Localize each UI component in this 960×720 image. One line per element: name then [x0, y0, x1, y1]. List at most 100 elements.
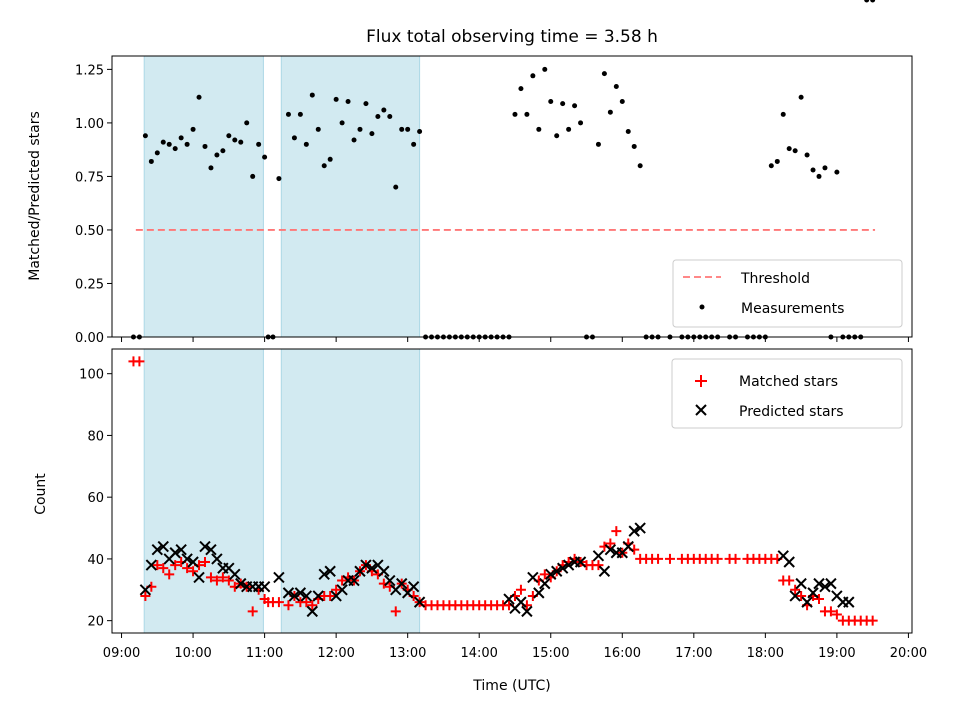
predicted-star-point — [783, 556, 795, 568]
matched-star-point — [515, 584, 526, 595]
measurement-point — [798, 94, 804, 100]
measurement-point — [578, 120, 584, 126]
matched-star-point — [283, 600, 294, 611]
top-y-tick-label: 0.25 — [75, 277, 104, 292]
top-shaded-intervals — [143, 55, 421, 338]
matched-star-point — [825, 606, 836, 617]
predicted-star-point — [282, 587, 295, 599]
bottom-x-tick-label: 19:00 — [818, 646, 855, 661]
predicted-star-point — [211, 553, 223, 565]
predicted-star-point — [273, 571, 285, 584]
measurement-point — [375, 113, 381, 119]
measurement-point — [816, 173, 822, 179]
bottom-y-ticks: 20 40 60 80 100 — [79, 368, 112, 630]
matched-star-point — [247, 606, 258, 617]
bottom-legend: Matched stars Predicted stars — [671, 358, 903, 429]
matched-star-point — [539, 569, 550, 580]
matched-star-point — [325, 590, 336, 601]
bottom-x-tick-label: 17:00 — [675, 646, 712, 661]
measurement-point — [381, 107, 387, 113]
matched-star-point — [653, 553, 664, 564]
bottom-x-ticks: 09:00 10:00 11:00 12:00 13:00 14:00 15:00 16:00… — [103, 633, 927, 661]
predicted-star-point — [318, 568, 330, 581]
predicted-star-point — [807, 587, 819, 599]
predicted-star-point — [312, 590, 324, 602]
measurement-point — [208, 165, 214, 171]
measurement-point — [512, 111, 518, 117]
bottom-x-tick-label: 14:00 — [460, 646, 497, 661]
legend-matched-label: Matched stars — [739, 374, 838, 390]
bottom-shaded-intervals — [143, 348, 421, 634]
predicted-star-point — [628, 525, 640, 537]
predicted-star-point — [795, 577, 807, 590]
measurement-point — [226, 133, 232, 139]
measurement-point — [613, 84, 619, 90]
measurement-point — [357, 126, 363, 132]
bottom-y-tick-label: 40 — [87, 553, 104, 568]
matched-star-point — [158, 563, 169, 574]
bottom-x-axis-label: Time (UTC) — [472, 678, 550, 694]
measurement-point — [619, 98, 625, 104]
measurement-point — [184, 141, 190, 147]
bottom-axes-frame — [111, 348, 913, 634]
legend-measurements-swatch — [699, 304, 705, 310]
predicted-star-point — [288, 590, 301, 602]
matched-star-point — [814, 594, 825, 605]
legend-predicted-swatch — [695, 404, 707, 416]
measurement-point — [190, 126, 196, 132]
bottom-y-tick-label: 80 — [87, 429, 104, 444]
measurement-point — [244, 120, 250, 126]
measurement-point — [250, 173, 256, 179]
measurement-point — [536, 126, 542, 132]
matched-star-point — [301, 597, 312, 608]
measurement-point — [291, 135, 297, 141]
measurement-point — [411, 141, 417, 147]
top-y-tick-label: 0.75 — [75, 170, 104, 185]
predicted-star-point — [521, 605, 533, 618]
predicted-star-point — [378, 565, 390, 577]
matched-star-point — [390, 606, 401, 617]
measurement-point — [780, 111, 786, 117]
matched-star-point — [790, 584, 801, 595]
measurement-point — [160, 139, 166, 145]
top-legend-box — [672, 259, 903, 328]
measurement-point — [601, 71, 607, 77]
predicted-star-point — [407, 580, 420, 593]
predicted-star-point — [139, 584, 152, 596]
predicted-star-point — [384, 574, 396, 587]
predicted-star-point — [551, 565, 563, 577]
measurement-point — [321, 163, 327, 169]
matched-star-point — [211, 575, 222, 586]
predicted-star-point — [348, 574, 360, 587]
matched-star-point — [307, 600, 318, 611]
bottom-x-tick-label: 18:00 — [747, 646, 784, 661]
predicted-star-point — [556, 562, 569, 574]
measurement-point — [554, 133, 560, 139]
measurement-point — [399, 126, 405, 132]
measurement-point — [834, 169, 840, 175]
predicted-star-point — [235, 577, 247, 590]
measurement-point — [309, 92, 315, 98]
predicted-star-point — [175, 543, 187, 556]
measurement-point — [256, 141, 262, 147]
measurement-point — [154, 150, 160, 156]
predicted-star-point — [813, 577, 825, 590]
predicted-star-point — [801, 596, 813, 608]
matched-star-point — [867, 615, 878, 626]
matched-star-point — [152, 560, 163, 571]
measurement-point — [285, 111, 291, 117]
predicted-star-point — [366, 562, 378, 574]
matched-star-point — [611, 526, 622, 537]
predicted-star-point — [199, 540, 211, 553]
measurement-point — [142, 133, 148, 139]
matched-star-point — [273, 597, 284, 608]
predicted-star-point — [843, 596, 855, 608]
measurement-point — [542, 66, 548, 72]
measurement-point — [625, 128, 631, 134]
bottom-y-axis-label: Count — [33, 473, 49, 515]
predicted-star-point — [336, 584, 348, 596]
predicted-star-point — [503, 593, 515, 605]
measurement-point — [810, 167, 816, 173]
predicted-star-point — [187, 556, 199, 568]
matched-star-point — [712, 553, 723, 564]
